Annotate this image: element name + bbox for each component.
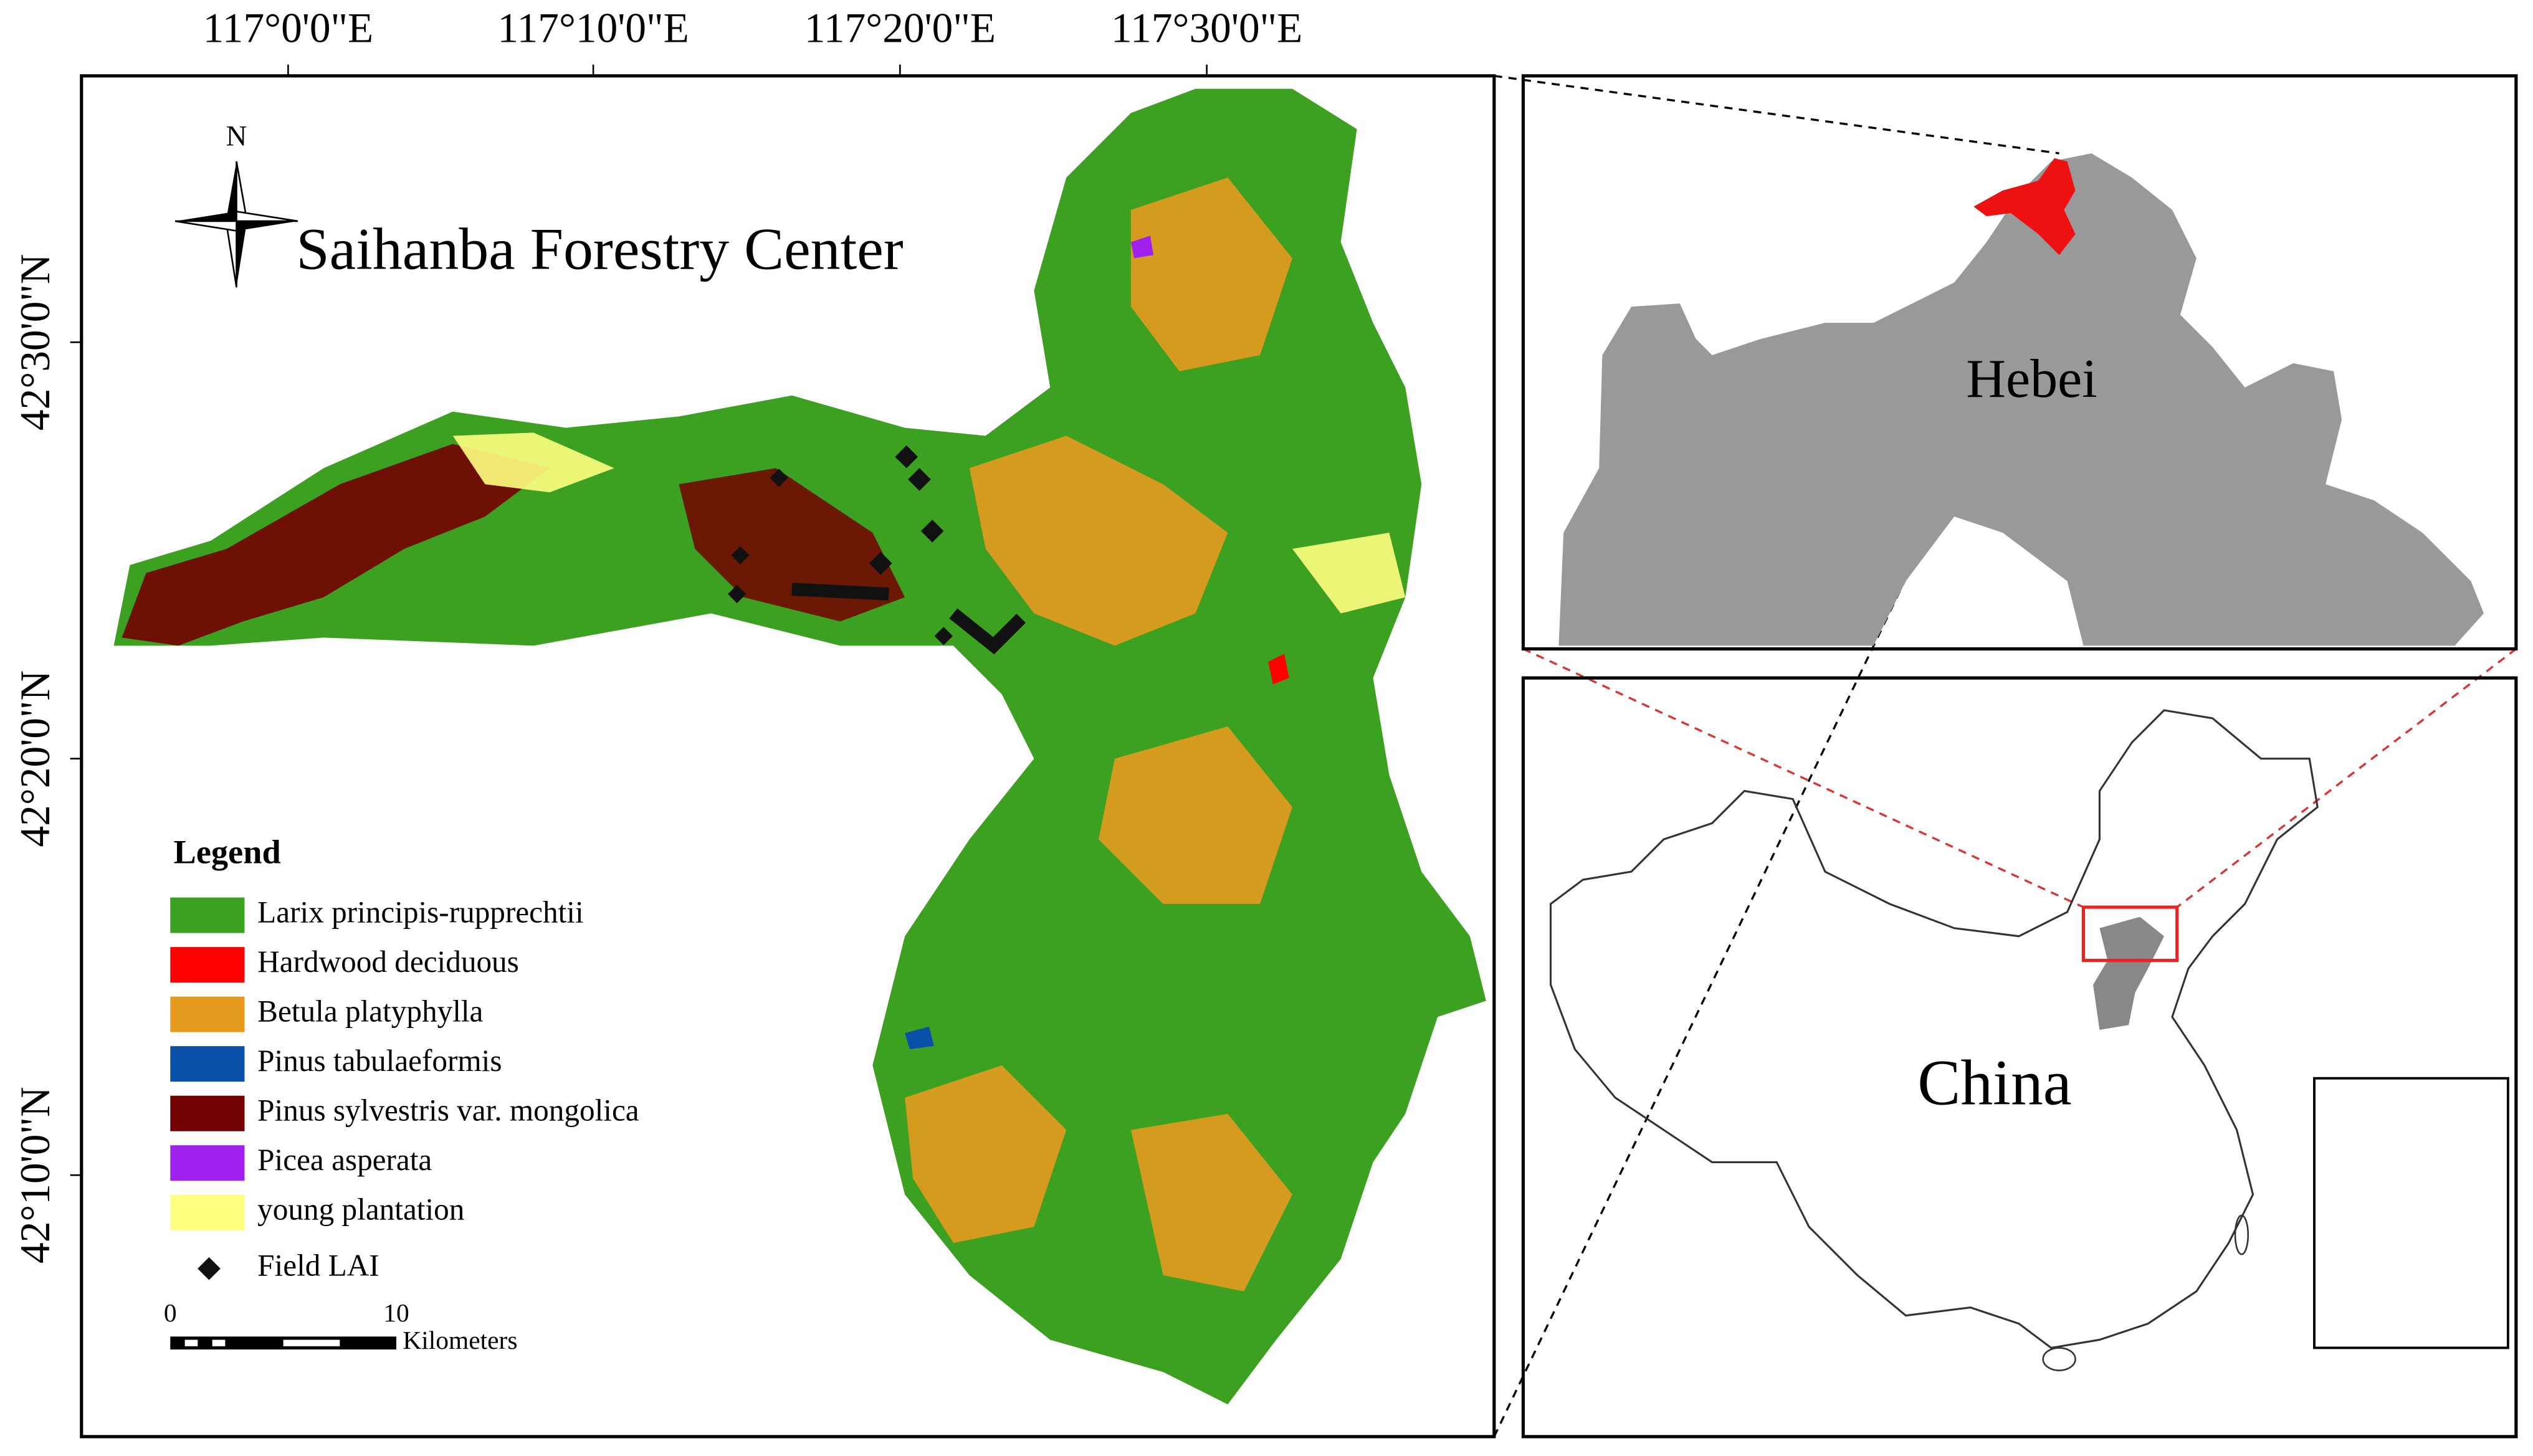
legend-label: young plantation (257, 1192, 464, 1227)
legend-label: Field LAI (257, 1248, 379, 1282)
legend-swatch (170, 1046, 245, 1082)
province-label: Hebei (1966, 349, 2097, 409)
legend-label: Betula platyphylla (257, 994, 483, 1028)
hebei-inset: Hebei (1558, 153, 2484, 646)
lon-label: 117°20'0"E (804, 4, 996, 51)
forest-patch (679, 468, 905, 622)
legend-swatch (170, 1095, 245, 1131)
legend-label: Pinus sylvestris var. mongolica (257, 1093, 639, 1128)
legend-swatch (170, 947, 245, 983)
forest-patch (1292, 533, 1406, 614)
field-point (770, 469, 788, 487)
scale-label: 10 (383, 1298, 409, 1327)
lat-label: 42°10'0"N (12, 1087, 59, 1263)
south-sea-inset (2313, 1077, 2509, 1349)
legend-swatch (170, 1145, 245, 1181)
saihanba-shape (1973, 158, 2076, 255)
lon-ticks: 117°0'0"E 117°10'0"E 117°20'0"E 117°30'0… (203, 4, 1302, 76)
scale-bar: 0 10 Kilometers (164, 1298, 518, 1354)
connectors (1493, 75, 2517, 1437)
country-label: China (1917, 1048, 2072, 1119)
field-point (920, 520, 944, 543)
field-lai-points (728, 445, 1026, 655)
forest-patch (905, 1065, 1067, 1243)
island (2042, 1347, 2076, 1371)
legend-label: Larix principis-rupprechtii (257, 895, 583, 929)
china-outline (1549, 709, 2319, 1349)
scale-label: 0 (164, 1298, 177, 1327)
forest-patch (969, 435, 1228, 646)
legend-swatch (170, 1194, 245, 1230)
lon-label: 117°10'0"E (497, 4, 689, 51)
forest-patch (1130, 178, 1292, 371)
forest-patch (122, 444, 550, 646)
china-inset: China (1549, 709, 2509, 1371)
forest-patch (1130, 236, 1154, 259)
forest-region (113, 88, 1486, 1405)
legend: Legend Larix principis-rupprechtii Hardwo… (170, 834, 639, 1282)
lon-label: 117°30'0"E (1111, 4, 1302, 51)
forest-patch (905, 1026, 934, 1050)
lon-label: 117°0'0"E (203, 4, 374, 51)
scale-unit: Kilometers (403, 1326, 517, 1354)
connector (1494, 75, 2059, 155)
forest-patch (1130, 1113, 1292, 1292)
hebei-shape (1558, 153, 2484, 646)
legend-swatch (170, 996, 245, 1032)
connector (1493, 241, 2069, 1437)
field-point (908, 468, 931, 491)
legend-label: Hardwood deciduous (257, 944, 519, 979)
lat-label: 42°20'0"N (12, 670, 59, 847)
forest-patch (1268, 654, 1289, 685)
connector (2176, 648, 2517, 908)
field-point (934, 627, 953, 645)
hebei-frame (1521, 74, 2518, 651)
legend-label: Pinus tabulaeformis (257, 1044, 502, 1078)
forest-patch (1099, 726, 1292, 904)
connector (1522, 648, 2084, 908)
map-title: Saihanba Forestry Center (296, 216, 903, 282)
china-frame (1521, 676, 2518, 1439)
legend-swatch (170, 897, 245, 933)
field-track (791, 583, 1026, 655)
north-label: N (226, 120, 247, 153)
main-map (113, 88, 1486, 1405)
forest-patch (452, 432, 614, 493)
hebei-fill (2093, 916, 2165, 1030)
field-point (728, 584, 747, 604)
legend-title: Legend (173, 834, 280, 871)
main-frame (80, 74, 1496, 1439)
highlight-box (2081, 905, 2179, 963)
north-arrow: N (174, 120, 298, 288)
legend-point (198, 1257, 221, 1280)
legend-label: Picea asperata (257, 1143, 432, 1177)
lat-label: 42°30'0"N (12, 254, 59, 431)
island (2234, 1214, 2249, 1255)
lat-ticks: 42°30'0"N 42°20'0"N 42°10'0"N (12, 254, 82, 1263)
